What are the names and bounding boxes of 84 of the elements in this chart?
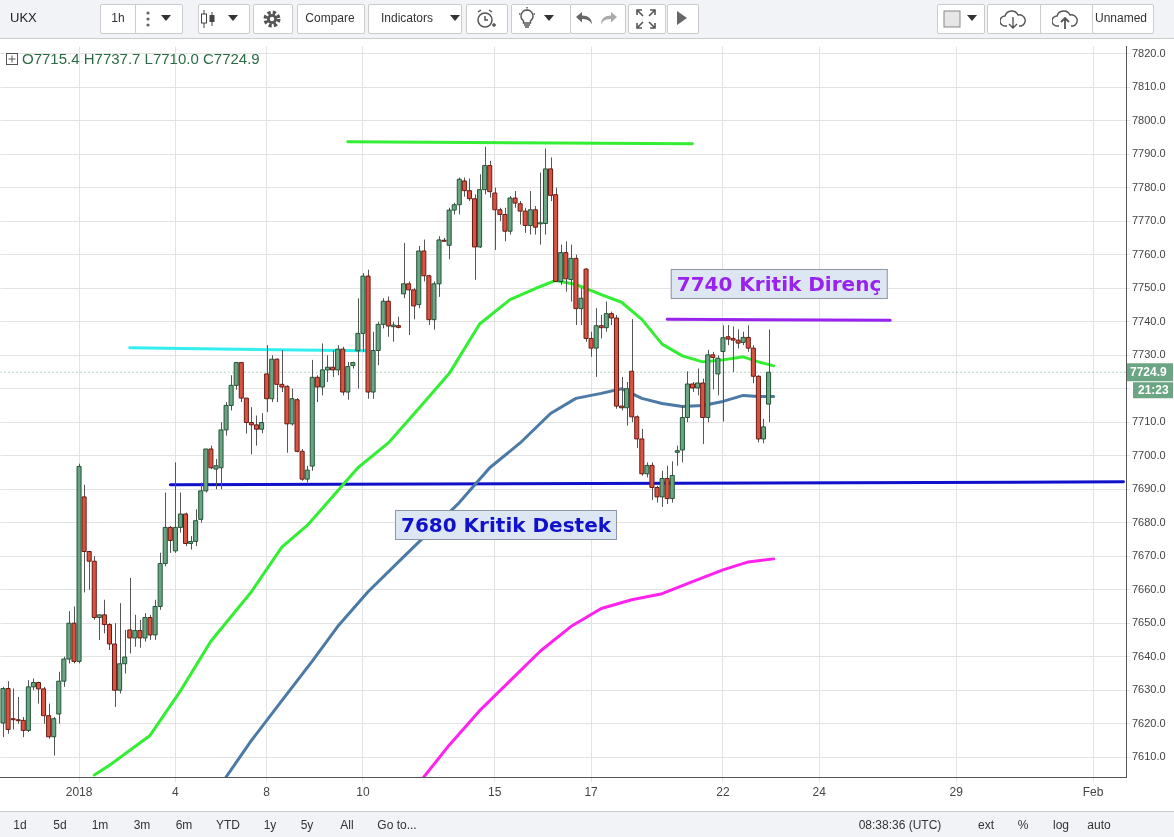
y-tick-label: 7770.0 [1132, 214, 1166, 227]
y-tick-label: 7640.0 [1132, 649, 1166, 662]
y-tick-label: 7810.0 [1132, 80, 1166, 93]
text: Unnamed [1094, 11, 1148, 25]
y-tick-label: 7610.0 [1132, 750, 1166, 763]
y-tick-label: 7790.0 [1132, 147, 1166, 160]
candlestick [532, 205, 538, 236]
text: auto [1087, 818, 1111, 832]
text: 1y [263, 818, 277, 832]
text: 1h [111, 11, 125, 25]
ref-line-label: 7724.9 [1130, 364, 1168, 379]
text: 1d [13, 818, 27, 832]
candlestick [259, 412, 265, 434]
candlestick [132, 614, 138, 648]
text: 3m [133, 818, 151, 832]
candlestick [137, 619, 143, 649]
x-tick-label: 8 [263, 784, 271, 799]
x-tick-label: 10 [356, 784, 370, 799]
candlestick [669, 460, 675, 504]
candlestick [167, 525, 173, 554]
text: YTD [216, 818, 240, 832]
candlestick [330, 349, 336, 378]
y-tick-label: 7780.0 [1132, 180, 1166, 193]
text: Go to... [377, 818, 417, 832]
text: 1m [91, 818, 109, 832]
text: log [1052, 818, 1070, 832]
candlestick [51, 716, 57, 757]
candlestick [527, 190, 533, 236]
x-tick-label: 22 [716, 784, 730, 799]
y-tick-label: 7750.0 [1132, 281, 1166, 294]
candlestick [147, 614, 153, 641]
chart-title: UKX [10, 10, 37, 25]
candlestick [96, 614, 102, 641]
x-tick-label: 24 [812, 784, 827, 799]
text: % [1017, 818, 1029, 832]
y-tick-label: 7800.0 [1132, 113, 1166, 126]
x-tick-label: 17 [584, 784, 599, 799]
y-tick-label: 7620.0 [1132, 716, 1166, 729]
y-tick-label: 7680.0 [1132, 515, 1166, 528]
y-tick-label: 7760.0 [1132, 247, 1166, 260]
annotation: O7715.4 H7737.7 L7710.0 C7724.9 [22, 50, 260, 67]
candlestick [603, 301, 609, 333]
y-tick-label: 7730.0 [1132, 348, 1166, 361]
candlestick [664, 465, 670, 505]
candlestick [760, 418, 767, 444]
text: 5d [53, 818, 67, 832]
y-tick-label: 7650.0 [1132, 616, 1166, 629]
candlestick [208, 445, 214, 470]
text: ext [977, 818, 995, 832]
x-tick-label: Feb [1082, 784, 1104, 799]
candlestick [390, 321, 396, 343]
text: All [340, 818, 354, 832]
annotation: 7740 Kritik Direnç [670, 269, 888, 299]
x-tick-label: 4 [172, 784, 180, 799]
y-tick-label: 7710.0 [1132, 415, 1166, 428]
y-tick-label: 7700.0 [1132, 448, 1166, 461]
y-tick-label: 7740.0 [1132, 314, 1166, 327]
x-tick-label: 15 [488, 784, 502, 799]
candlestick [568, 244, 574, 303]
y-tick-label: 7690.0 [1132, 482, 1166, 495]
y-tick-label: 7660.0 [1132, 582, 1166, 595]
text: 5y [300, 818, 314, 832]
y-tick-label: 7820.0 [1132, 46, 1166, 59]
candlestick [715, 354, 721, 396]
candlestick [253, 414, 260, 447]
candlestick [593, 307, 599, 378]
candlestick [710, 351, 716, 390]
y-tick-label: 7630.0 [1132, 683, 1166, 696]
y-tick-label: 7670.0 [1132, 549, 1166, 562]
annotation: 7680 Kritik Destek [394, 510, 618, 540]
x-tick-label: 29 [949, 784, 964, 799]
candlestick [314, 374, 320, 403]
candlestick [401, 242, 407, 299]
candlestick [578, 287, 584, 326]
x-tick-label: 2018 [65, 784, 93, 799]
text: 21:23 [1138, 382, 1170, 397]
candlestick [598, 314, 604, 339]
text: 6m [175, 818, 193, 832]
candlestick [624, 381, 630, 427]
text: 08:38:36 (UTC) [858, 818, 942, 832]
candlestick [406, 280, 412, 336]
text: Indicators [380, 11, 434, 25]
candlestick [20, 716, 26, 738]
text: Compare [305, 11, 355, 25]
